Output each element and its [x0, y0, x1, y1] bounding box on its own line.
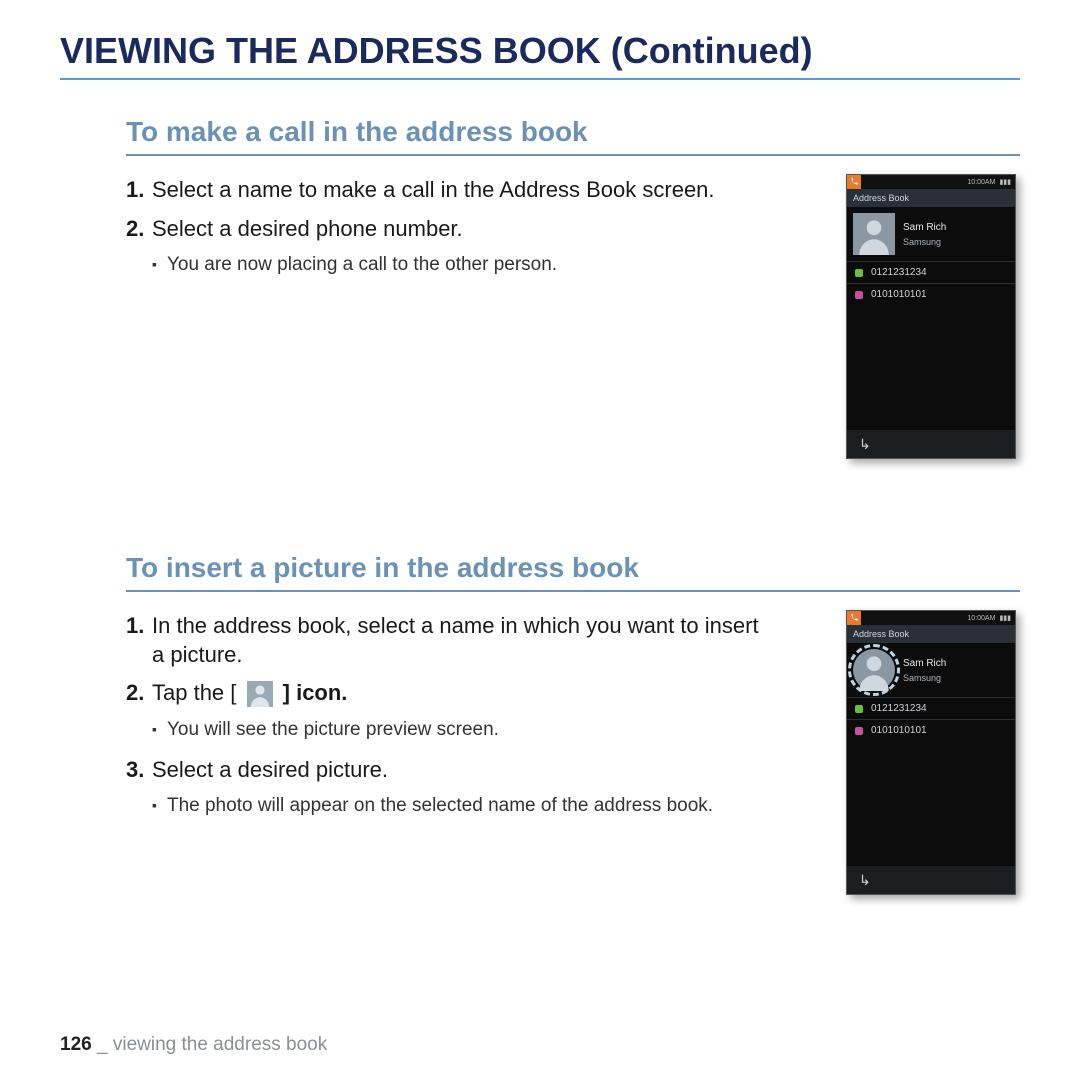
step-text: Tap the [ ] icon.: [152, 679, 347, 708]
step-sub: The photo will appear on the selected na…: [152, 794, 770, 818]
phone-number-row[interactable]: 0121231234: [847, 697, 1015, 719]
call-icon: [847, 611, 861, 625]
step-sub: You will see the picture preview screen.: [152, 718, 770, 742]
avatar-placeholder-icon: [247, 681, 273, 707]
steps: 1. Select a name to make a call in the A…: [126, 176, 770, 277]
contact-name: Sam Rich: [903, 658, 946, 669]
call-icon: [847, 175, 861, 189]
step-3: 3. Select a desired picture.: [126, 756, 770, 785]
step-2: 2. Select a desired phone number.: [126, 215, 770, 244]
status-time: 10:00AM: [967, 615, 995, 622]
phone-number: 0121231234: [871, 703, 927, 714]
phone-title: Address Book: [847, 625, 1015, 643]
step-number: 2.: [126, 679, 152, 708]
phone-number: 0121231234: [871, 267, 927, 278]
status-time: 10:00AM: [967, 179, 995, 186]
back-icon[interactable]: ↲: [859, 436, 871, 453]
contact-sub: Samsung: [903, 673, 946, 683]
number-type-icon: [855, 291, 863, 299]
contact-row[interactable]: Sam Rich Samsung: [847, 643, 1015, 697]
step-text: Select a name to make a call in the Addr…: [152, 176, 715, 205]
page-footer: 126 _ viewing the address book: [60, 1034, 327, 1056]
section-make-call: To make a call in the address book 1. Se…: [60, 116, 1020, 516]
steps: 1. In the address book, select a name in…: [126, 612, 770, 818]
number-type-icon: [855, 727, 863, 735]
number-type-icon: [855, 705, 863, 713]
section-insert-picture: To insert a picture in the address book …: [60, 552, 1020, 952]
phone-number: 0101010101: [871, 289, 927, 300]
footer-text: viewing the address book: [113, 1034, 327, 1055]
phone-number-row[interactable]: 0121231234: [847, 261, 1015, 283]
phone-nav-bar: ↲: [847, 430, 1015, 458]
battery-icon: ▮▮▮: [999, 614, 1011, 622]
battery-icon: ▮▮▮: [999, 178, 1011, 186]
avatar-icon[interactable]: [853, 649, 895, 691]
page-number: 126: [60, 1034, 92, 1055]
step-text: Select a desired phone number.: [152, 215, 463, 244]
phone-number-row[interactable]: 0101010101: [847, 283, 1015, 305]
phone-number-row[interactable]: 0101010101: [847, 719, 1015, 741]
step-2: 2. Tap the [ ] icon.: [126, 679, 770, 708]
phone-status-bar: 10:00AM ▮▮▮: [847, 175, 1015, 189]
phone-status-bar: 10:00AM ▮▮▮: [847, 611, 1015, 625]
step-number: 2.: [126, 215, 152, 244]
phone-screenshot: 10:00AM ▮▮▮ Address Book Sam Rich Samsun…: [846, 174, 1016, 459]
phone-nav-bar: ↲: [847, 866, 1015, 894]
step-text: Select a desired picture.: [152, 756, 388, 785]
step-number: 1.: [126, 176, 152, 205]
avatar-icon[interactable]: [853, 213, 895, 255]
step-text: In the address book, select a name in wh…: [152, 612, 770, 669]
contact-name: Sam Rich: [903, 222, 946, 233]
page-title: VIEWING THE ADDRESS BOOK (Continued): [60, 30, 1020, 80]
step-1: 1. In the address book, select a name in…: [126, 612, 770, 669]
section-heading: To insert a picture in the address book: [126, 552, 1020, 592]
phone-screenshot: 10:00AM ▮▮▮ Address Book Sam Rich Samsun…: [846, 610, 1016, 895]
step-number: 1.: [126, 612, 152, 669]
number-type-icon: [855, 269, 863, 277]
contact-sub: Samsung: [903, 237, 946, 247]
back-icon[interactable]: ↲: [859, 872, 871, 889]
phone-title: Address Book: [847, 189, 1015, 207]
contact-row[interactable]: Sam Rich Samsung: [847, 207, 1015, 261]
step-sub: You are now placing a call to the other …: [152, 253, 770, 277]
step-1: 1. Select a name to make a call in the A…: [126, 176, 770, 205]
section-heading: To make a call in the address book: [126, 116, 1020, 156]
step-number: 3.: [126, 756, 152, 785]
phone-number: 0101010101: [871, 725, 927, 736]
